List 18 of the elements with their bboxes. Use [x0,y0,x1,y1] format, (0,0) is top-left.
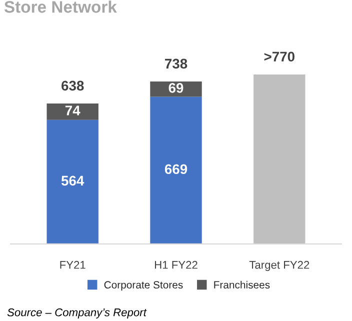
total-label: 638 [62,80,84,91]
bar [150,96,202,244]
chart-title: Store Network [4,0,117,13]
x-tick-label: Target FY22 [249,260,310,271]
x-tick-label: H1 FY22 [154,260,198,269]
legend-label: Franchisees [214,280,270,289]
data-label: 74 [65,106,80,116]
bar [46,120,98,244]
bar [254,74,306,244]
legend-label: Corporate Stores [104,281,183,291]
total-label: >770 [264,52,294,62]
data-label: 669 [164,164,188,174]
bar [46,104,98,120]
source-note: Source – Company’s Report [7,308,147,318]
data-label: 564 [61,176,84,186]
data-label: 69 [168,83,184,93]
x-tick-label: FY21 [60,260,86,269]
total-label: 738 [165,58,188,69]
